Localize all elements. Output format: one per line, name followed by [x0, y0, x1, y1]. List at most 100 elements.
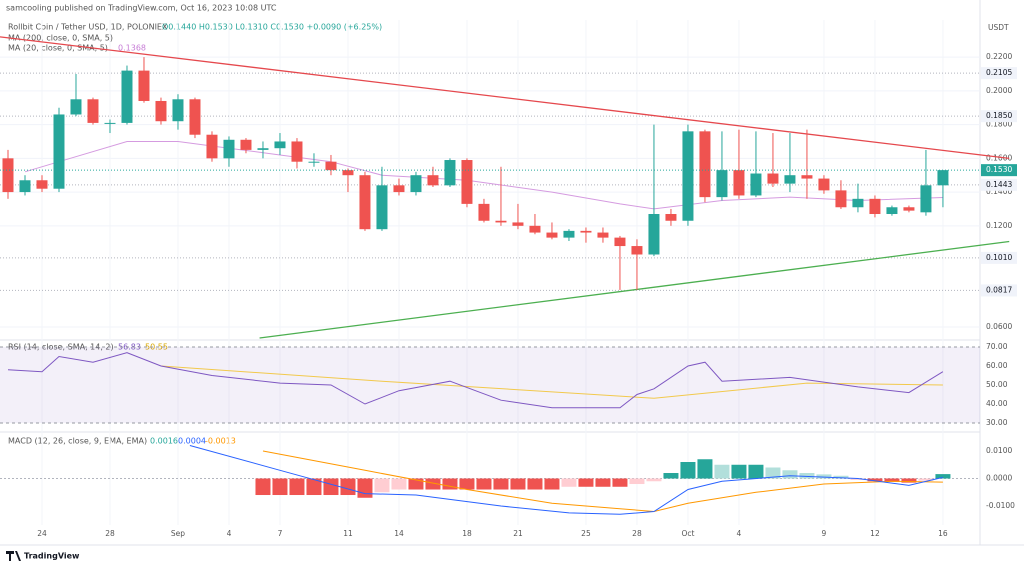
candle-body: [546, 232, 558, 238]
trendline: [0, 36, 1010, 159]
candle-body: [733, 170, 745, 196]
candle-body: [801, 175, 813, 179]
rsi-line: [7, 352, 944, 409]
x-tick-label: 4: [227, 529, 232, 538]
level-tag: [981, 251, 1017, 264]
x-tick-label: 12: [870, 529, 880, 538]
x-tick-label: 7: [278, 529, 283, 538]
y-tick-label: 70.00: [986, 342, 1008, 351]
level-tag: [981, 110, 1017, 123]
currency: USDT: [988, 23, 1009, 32]
macd-hist-bar: [476, 478, 492, 490]
candle-body: [393, 185, 405, 193]
candle-body: [172, 99, 184, 122]
macd-hist-bar: [544, 478, 560, 490]
candle-body: [580, 230, 592, 233]
macd-hist-bar: [901, 478, 917, 483]
macd-hist-bar: [289, 478, 305, 496]
macd-hist-bar: [578, 478, 594, 487]
macd-hist-bar: [425, 478, 441, 490]
macd-hist-bar: [714, 464, 730, 479]
macd-hist-bar: [867, 478, 883, 482]
candle-body: [852, 198, 864, 208]
x-tick-label: 16: [938, 529, 948, 538]
ma20-line: [24, 141, 943, 210]
candle-body: [206, 134, 218, 159]
y-tick-label: 40.00: [986, 399, 1008, 408]
candle-body: [121, 70, 133, 123]
x-tick-label: 28: [632, 529, 642, 538]
macd-hist-bar: [731, 464, 747, 479]
macd-hist-bar: [391, 478, 407, 490]
x-tick-label: 28: [105, 529, 115, 538]
y-tick-label: 60.00: [986, 361, 1008, 370]
macd-hist-bar: [442, 478, 458, 490]
candle-body: [359, 175, 371, 230]
macd-hist-bar: [646, 478, 662, 482]
macd-hist-bar: [272, 478, 288, 496]
macd-hist-bar: [595, 478, 611, 487]
candle-body: [291, 141, 303, 162]
level-tag: [981, 284, 1017, 297]
candle-body: [682, 131, 694, 221]
macd-hist-bar: [680, 462, 696, 479]
macd-hist-bar: [612, 478, 628, 487]
macd-hist-value: 0.0016: [150, 437, 178, 446]
y-tick-label: 0.2200: [986, 52, 1012, 61]
x-tick-label: 21: [513, 529, 523, 538]
y-tick-label: 50.00: [986, 380, 1008, 389]
rsi-band: [0, 346, 980, 424]
level-label: 0.2105: [986, 68, 1012, 77]
candle-body: [444, 160, 456, 186]
macd-hist-bar: [918, 478, 934, 481]
level-label: 0.1850: [986, 111, 1012, 120]
y-tick-label: 0.1800: [986, 120, 1012, 129]
trendline: [259, 240, 1010, 339]
candle-body: [716, 170, 728, 198]
candle-body: [563, 230, 575, 238]
macd-hist-bar: [697, 459, 713, 479]
candle-body: [818, 178, 830, 191]
candle-body: [410, 175, 422, 193]
candle-body: [495, 220, 507, 223]
macd-hist-bar: [255, 478, 271, 496]
ma200-legend: MA (200, close, 0, SMA, 5): [8, 34, 113, 43]
x-tick-label: Oct: [681, 529, 694, 538]
candle-body: [597, 232, 609, 238]
candle-body: [19, 180, 31, 193]
publisher: samcooling published on TradingView.com,…: [6, 4, 277, 13]
candle-body: [461, 160, 473, 204]
macd-hist-bar: [510, 478, 526, 490]
candle-body: [903, 207, 915, 211]
candle-body: [2, 158, 14, 193]
macd-hist-bar: [357, 478, 373, 498]
candle-body: [835, 190, 847, 208]
candle-body: [886, 207, 898, 215]
candle-body: [87, 99, 99, 123]
macd-hist-bar: [323, 478, 339, 496]
x-tick-label: 24: [37, 529, 47, 538]
macd-hist-bar: [816, 474, 832, 479]
candle-body: [767, 173, 779, 184]
candle-body: [257, 148, 269, 150]
macd-hist-bar: [748, 464, 764, 479]
macd-value: 0.0004: [178, 437, 206, 446]
candle-body: [614, 237, 626, 247]
level-label: 0.1443: [986, 180, 1012, 189]
y-tick-label: 0.2000: [986, 86, 1012, 95]
y-tick-label: -0.0100: [986, 501, 1015, 510]
symbol: Rollbit Coin / Tether USD, 1D, POLONIEX: [8, 23, 168, 32]
macd-signal-line: [262, 450, 943, 513]
x-tick-label: 9: [822, 529, 827, 538]
x-tick-label: 14: [394, 529, 404, 538]
y-tick-label: 0.1400: [986, 187, 1012, 196]
candle-body: [240, 139, 252, 150]
macd-line: [189, 445, 944, 515]
y-tick-label: 0.0100: [986, 446, 1012, 455]
candle-body: [223, 139, 235, 159]
macd-hist-bar: [408, 478, 424, 490]
level-tag: [981, 67, 1017, 80]
footer: TradingView: [24, 552, 80, 561]
rsi-value: 56.83: [118, 343, 141, 352]
y-tick-label: 0.0600: [986, 322, 1012, 331]
